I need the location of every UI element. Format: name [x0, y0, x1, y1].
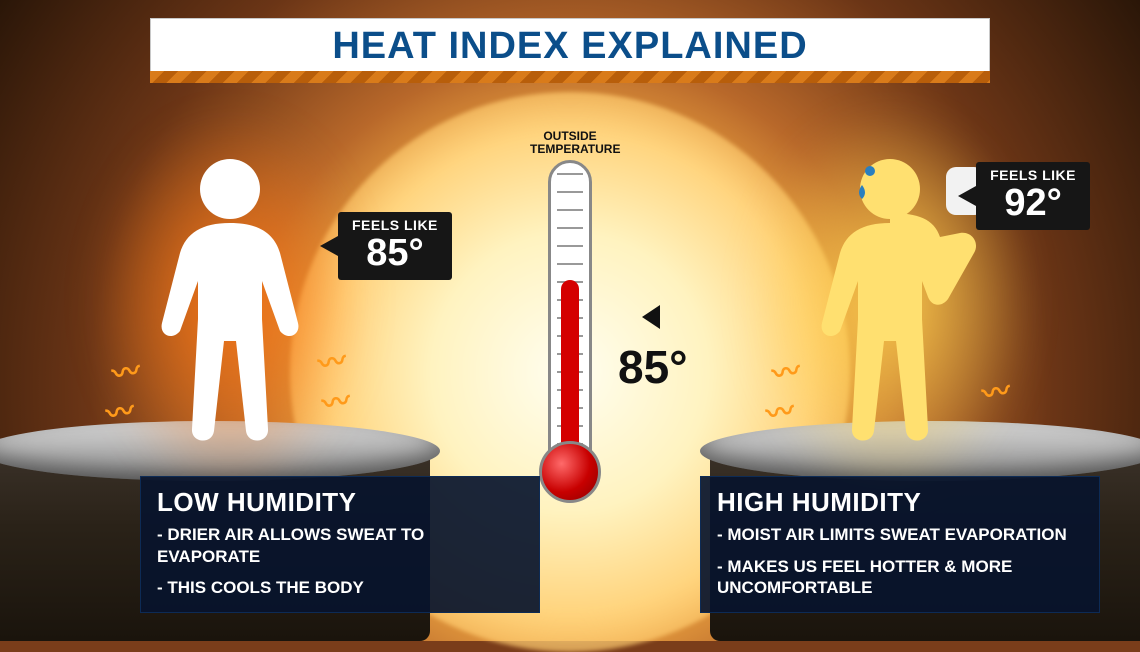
panel-line: - DRIER AIR ALLOWS SWEAT TO EVAPORATE [157, 524, 523, 567]
thermo-reading: 85° [618, 286, 688, 394]
title-underline [150, 71, 990, 83]
panel-line: - MOIST AIR LIMITS SWEAT EVAPORATION [717, 524, 1083, 545]
panel-line: - MAKES US FEEL HOTTER & MORE UNCOMFORTA… [717, 556, 1083, 599]
panel-title: HIGH HUMIDITY [717, 487, 1083, 518]
person-icon [162, 159, 299, 441]
feels-like-right: FEELS LIKE 92° [976, 162, 1090, 230]
feels-like-label: FEELS LIKE [990, 168, 1076, 182]
feels-like-value: 85° [352, 234, 438, 272]
thermo-bulb-icon [539, 441, 601, 503]
thermo-label-1: OUTSIDE [543, 129, 596, 143]
feels-like-left: FEELS LIKE 85° [338, 212, 452, 280]
thermo-fill [561, 280, 579, 460]
thermometer: OUTSIDE TEMPERATURE 85° [530, 130, 610, 460]
panel-high-humidity: HIGH HUMIDITY - MOIST AIR LIMITS SWEAT E… [700, 476, 1100, 613]
feels-like-value: 92° [990, 184, 1076, 222]
feels-like-label: FEELS LIKE [352, 218, 438, 232]
panel-line: - THIS COOLS THE BODY [157, 577, 523, 598]
thermo-label-2: TEMPERATURE [530, 142, 620, 156]
title-banner: HEAT INDEX EXPLAINED [150, 18, 990, 83]
panel-low-humidity: LOW HUMIDITY - DRIER AIR ALLOWS SWEAT TO… [140, 476, 540, 613]
figure-low-humidity: 〰 〰 〰 〰 [130, 151, 330, 451]
page-title: HEAT INDEX EXPLAINED [332, 25, 807, 67]
panel-title: LOW HUMIDITY [157, 487, 523, 518]
